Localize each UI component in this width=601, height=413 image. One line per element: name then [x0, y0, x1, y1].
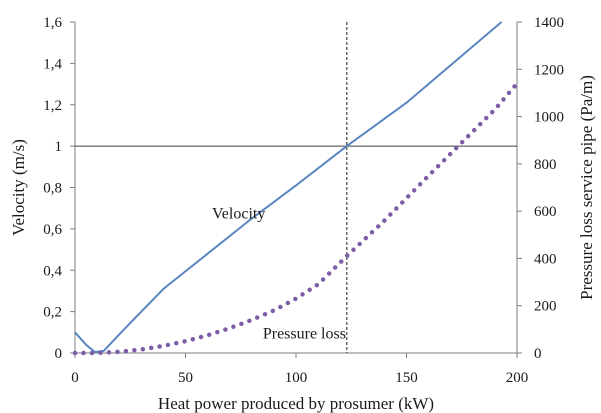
- axes-layer: [70, 21, 522, 358]
- x-axis-title: Heat power produced by prosumer (kW): [158, 394, 434, 413]
- y-right-tick-label: 1000: [534, 110, 564, 126]
- reference-lines-layer: [75, 22, 517, 353]
- y-left-tick-label: 0,2: [43, 305, 62, 321]
- x-tick-label: 200: [506, 370, 529, 386]
- x-tick-label: 0: [71, 370, 79, 386]
- y-right-tick-label: 400: [534, 251, 557, 267]
- annotation-velocity: Velocity: [212, 206, 265, 223]
- y-axis-right-title: Pressure loss service pipe (Pa/m): [577, 75, 596, 300]
- tick-labels-layer: 0 50 100 150 200 0 0,2 0,4 0,6 0,8 1 1,2 1,4 1,6 0 200 4…: [43, 15, 564, 386]
- y-right-tick-label: 1200: [534, 62, 564, 78]
- x-tick-label: 150: [395, 370, 418, 386]
- y-left-tick-label: 0,4: [43, 263, 62, 279]
- y-left-tick-label: 0,6: [43, 222, 62, 238]
- y-right-tick-label: 600: [534, 204, 557, 220]
- y-left-tick-label: 0,8: [43, 181, 62, 197]
- y-left-tick-label: 1,6: [43, 15, 62, 31]
- y-left-tick-label: 1,2: [43, 98, 62, 114]
- series-velocity-line: [74, 21, 503, 353]
- y-left-tick-label: 0: [55, 346, 63, 362]
- y-right-tick-label: 1400: [534, 15, 564, 31]
- y-right-tick-label: 0: [534, 346, 542, 362]
- x-tick-label: 100: [285, 370, 308, 386]
- y-right-tick-label: 800: [534, 157, 557, 173]
- y-left-tick-label: 1: [55, 139, 63, 155]
- y-right-tick-label: 200: [534, 299, 557, 315]
- y-left-tick-label: 1,4: [43, 56, 62, 72]
- x-tick-label: 50: [178, 370, 193, 386]
- annotation-pressure-loss: Pressure loss: [263, 326, 346, 343]
- series-layer: [72, 21, 520, 356]
- y-axis-left-title: Velocity (m/s): [9, 139, 28, 236]
